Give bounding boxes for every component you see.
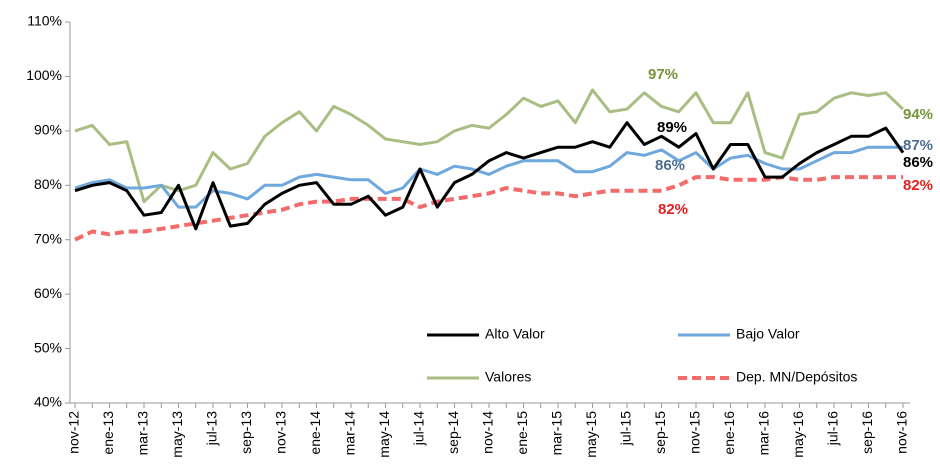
annotation: 89% xyxy=(657,119,687,136)
x-tick-label: jul-14 xyxy=(411,411,427,446)
x-tick-label: ene-16 xyxy=(721,411,737,455)
x-tick-label: may-15 xyxy=(583,411,599,458)
x-tick-label: ene-14 xyxy=(307,411,323,455)
y-tick-label: 90% xyxy=(34,122,62,138)
y-tick-label: 100% xyxy=(26,67,62,83)
annotation: 86% xyxy=(655,157,685,174)
x-tick-label: sep-14 xyxy=(445,411,461,454)
x-tick-label: sep-15 xyxy=(652,411,668,454)
x-tick-label: nov-12 xyxy=(66,411,82,454)
series-line xyxy=(74,145,903,209)
legend-label: Alto Valor xyxy=(485,326,545,342)
y-tick-label: 80% xyxy=(34,176,62,192)
series-line xyxy=(74,88,905,204)
x-tick-label: may-14 xyxy=(376,411,392,458)
y-tick-label: 60% xyxy=(34,285,62,301)
x-tick-label: sep-13 xyxy=(238,411,254,454)
legend-label: Bajo Valor xyxy=(736,326,800,342)
x-tick-label: jul-16 xyxy=(825,411,841,446)
annotation: 87% xyxy=(903,137,933,154)
x-tick-label: nov-15 xyxy=(687,411,703,454)
x-tick-label: ene-13 xyxy=(100,411,116,455)
x-tick-label: ene-15 xyxy=(514,411,530,455)
annotation: 94% xyxy=(903,106,933,123)
series-line xyxy=(74,175,903,242)
annotation: 86% xyxy=(903,154,933,171)
series-line xyxy=(74,121,905,231)
x-tick-label: mar-15 xyxy=(549,411,565,456)
x-tick-label: may-13 xyxy=(169,411,185,458)
legend-label: Dep. MN/Depósitos xyxy=(736,369,857,385)
annotation: 82% xyxy=(658,201,688,218)
x-tick-label: mar-14 xyxy=(342,411,358,456)
annotation: 97% xyxy=(648,66,678,83)
y-tick-label: 50% xyxy=(34,339,62,355)
x-tick-label: mar-16 xyxy=(756,411,772,456)
x-tick-label: sep-16 xyxy=(859,411,875,454)
x-tick-label: nov-13 xyxy=(273,411,289,454)
y-tick-label: 110% xyxy=(27,13,62,29)
annotation: 82% xyxy=(903,177,933,194)
x-tick-label: nov-14 xyxy=(480,411,496,454)
y-tick-label: 70% xyxy=(34,230,62,246)
x-tick-label: jul-13 xyxy=(204,411,220,446)
legend-label: Valores xyxy=(485,369,531,385)
y-tick-label: 40% xyxy=(34,394,62,410)
x-tick-label: mar-13 xyxy=(135,411,151,456)
x-tick-label: nov-16 xyxy=(894,411,910,454)
x-tick-label: jul-15 xyxy=(618,411,634,446)
x-tick-label: may-16 xyxy=(790,411,806,458)
